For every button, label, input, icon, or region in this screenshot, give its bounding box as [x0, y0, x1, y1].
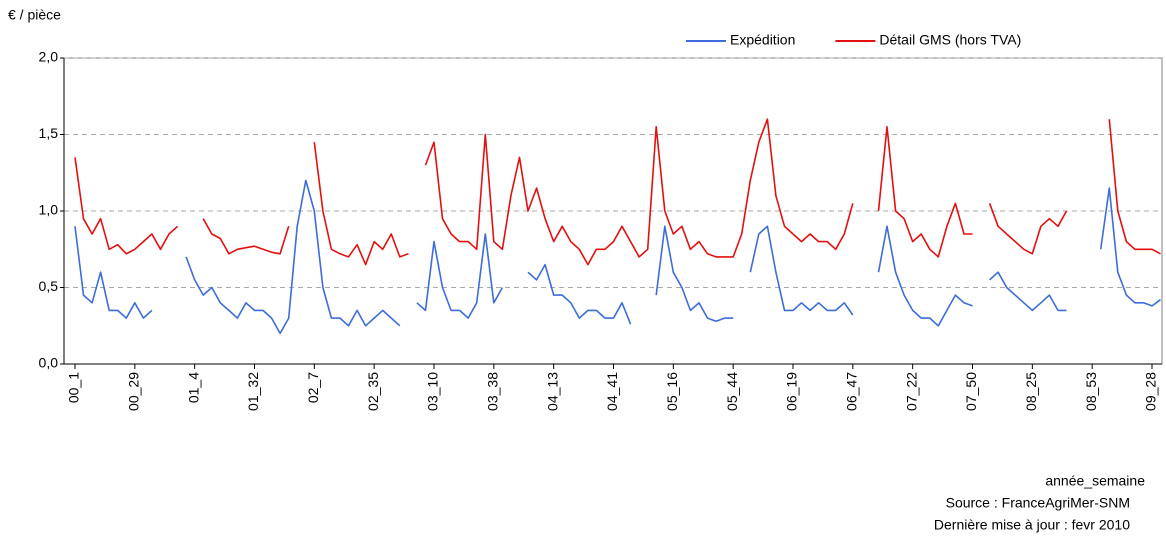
x-tick-label: 01_32: [245, 372, 261, 411]
series-line: [74, 179, 1161, 335]
x-tick-label: 07_22: [903, 372, 919, 411]
x-tick-label: 00_1: [66, 372, 82, 403]
x-tick-label: 07_50: [963, 372, 979, 411]
legend-label: Détail GMS (hors TVA): [879, 32, 1021, 48]
y-tick-label: 1,0: [39, 202, 59, 218]
y-tick-label: 0,0: [39, 355, 59, 371]
x-tick-label: 05_44: [724, 372, 740, 411]
y-tick-label: 0,5: [39, 278, 59, 294]
x-axis-label: année_semaine: [1045, 473, 1145, 489]
x-tick-label: 03_38: [485, 372, 501, 411]
x-tick-label: 06_47: [844, 372, 860, 411]
x-tick-label: 08_25: [1023, 372, 1039, 411]
x-tick-label: 05_16: [664, 372, 680, 411]
x-tick-label: 08_53: [1083, 372, 1099, 411]
source-note: Source : FranceAgriMer-SNM: [946, 495, 1130, 511]
x-tick-label: 04_13: [544, 372, 560, 411]
x-tick-label: 00_29: [126, 372, 142, 411]
series-line: [74, 118, 1161, 266]
y-tick-label: 1,5: [39, 125, 59, 141]
x-tick-label: 02_7: [305, 372, 321, 403]
x-tick-label: 04_41: [604, 372, 620, 411]
y-tick-label: 2,0: [39, 49, 59, 65]
x-tick-label: 03_10: [425, 372, 441, 411]
legend-label: Expédition: [730, 32, 795, 48]
update-note: Dernière mise à jour : fevr 2010: [934, 517, 1130, 533]
y-axis-label: € / pièce: [8, 7, 61, 23]
x-tick-label: 09_28: [1143, 372, 1159, 411]
x-tick-label: 01_4: [185, 372, 201, 403]
x-tick-label: 02_35: [365, 372, 381, 411]
x-tick-label: 06_19: [784, 372, 800, 411]
